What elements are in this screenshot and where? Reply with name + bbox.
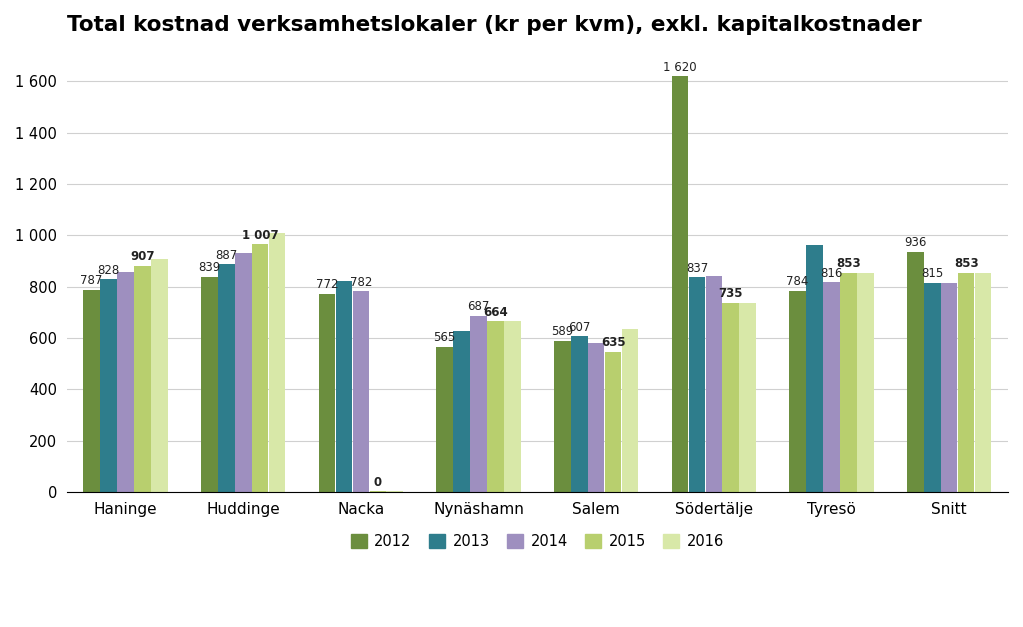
Bar xyxy=(487,322,503,492)
Bar xyxy=(740,303,756,492)
Text: 787: 787 xyxy=(81,275,103,287)
Text: 589: 589 xyxy=(551,325,574,338)
Text: 664: 664 xyxy=(483,306,507,319)
Text: Total kostnad verksamhetslokaler (kr per kvm), exkl. kapitalkostnader: Total kostnad verksamhetslokaler (kr per… xyxy=(66,15,922,35)
Bar xyxy=(588,342,605,492)
Text: 607: 607 xyxy=(568,320,590,334)
Bar xyxy=(151,259,168,492)
Text: 565: 565 xyxy=(434,331,456,344)
Bar xyxy=(100,280,117,492)
Text: 0: 0 xyxy=(373,476,382,489)
Bar xyxy=(471,315,487,492)
Bar xyxy=(907,251,924,492)
Text: 837: 837 xyxy=(685,261,708,275)
Text: 815: 815 xyxy=(921,267,943,280)
Bar xyxy=(958,273,975,492)
Text: 887: 887 xyxy=(215,249,237,261)
Bar xyxy=(571,336,587,492)
Bar xyxy=(857,273,874,492)
Bar xyxy=(554,340,571,492)
Bar xyxy=(202,277,218,492)
Text: 687: 687 xyxy=(468,300,490,313)
Bar xyxy=(672,76,688,492)
Bar xyxy=(722,303,739,492)
Bar xyxy=(840,273,856,492)
Text: 839: 839 xyxy=(198,261,220,274)
Text: 828: 828 xyxy=(97,264,120,277)
Bar xyxy=(975,273,991,492)
Text: 782: 782 xyxy=(350,276,372,288)
Bar xyxy=(353,291,369,492)
Bar xyxy=(218,264,234,492)
Bar xyxy=(319,294,336,492)
Text: 1 620: 1 620 xyxy=(663,61,697,73)
Bar xyxy=(269,233,285,492)
Bar xyxy=(134,265,150,492)
Bar xyxy=(924,283,940,492)
Text: 635: 635 xyxy=(601,337,625,349)
Bar xyxy=(605,352,621,492)
Text: 772: 772 xyxy=(316,278,339,291)
Text: 784: 784 xyxy=(787,275,809,288)
Text: 853: 853 xyxy=(836,258,860,270)
Bar xyxy=(437,347,453,492)
Bar xyxy=(235,253,252,492)
Text: 816: 816 xyxy=(820,267,843,280)
Bar xyxy=(806,246,822,492)
Bar xyxy=(941,283,958,492)
Legend: 2012, 2013, 2014, 2015, 2016: 2012, 2013, 2014, 2015, 2016 xyxy=(345,529,729,556)
Text: 907: 907 xyxy=(130,250,154,263)
Text: 853: 853 xyxy=(953,258,978,270)
Bar xyxy=(790,291,806,492)
Bar xyxy=(252,244,268,492)
Bar xyxy=(824,282,840,492)
Text: 1 007: 1 007 xyxy=(241,229,278,241)
Bar xyxy=(336,282,352,492)
Bar xyxy=(118,271,134,492)
Bar xyxy=(622,329,638,492)
Bar xyxy=(83,290,100,492)
Bar xyxy=(706,277,722,492)
Bar xyxy=(453,330,470,492)
Text: 735: 735 xyxy=(718,287,743,300)
Bar xyxy=(688,277,705,492)
Text: 936: 936 xyxy=(904,236,927,249)
Bar xyxy=(504,322,521,492)
